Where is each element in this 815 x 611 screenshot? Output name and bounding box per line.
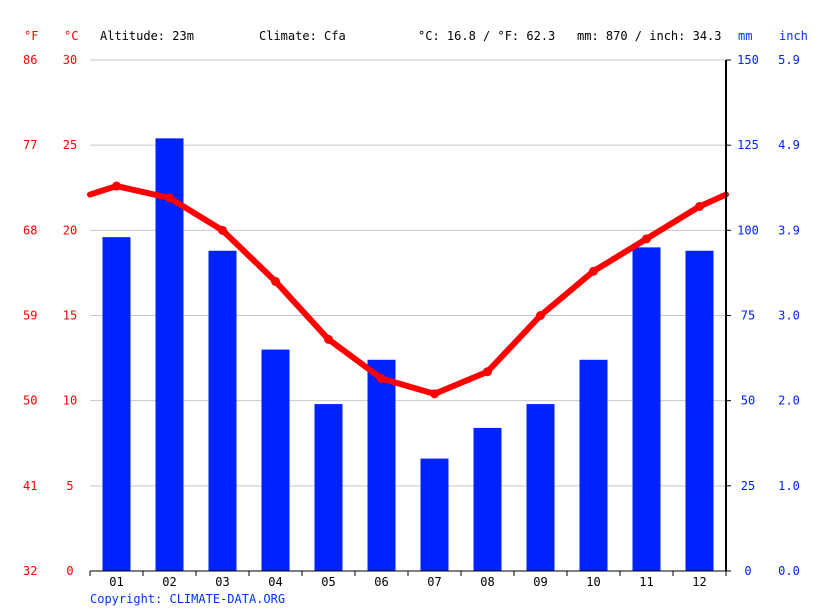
month-tick-label: 05 [321, 575, 335, 589]
temperature-point [695, 201, 704, 211]
month-tick-label: 12 [692, 575, 706, 589]
inch-tick-label: 0.0 [778, 564, 800, 578]
mm-tick-label: 50 [741, 394, 755, 408]
mm-tick-label: 75 [741, 309, 755, 323]
temperature-line [87, 181, 729, 399]
precipitation-bar [579, 359, 608, 571]
temperature-point [483, 367, 492, 377]
precipitation-bar [314, 404, 343, 571]
temperature-point [377, 374, 386, 384]
celsius-unit-label: °C [64, 29, 78, 43]
temperature-point [642, 234, 651, 244]
precipitation-bar [473, 427, 502, 571]
inch-unit-label: inch [779, 29, 808, 43]
fahrenheit-tick-label: 86 [23, 53, 37, 67]
inch-tick-label: 3.9 [778, 223, 800, 237]
temperature-point [430, 389, 439, 399]
month-tick-label: 06 [374, 575, 388, 589]
mm-tick-label: 150 [737, 53, 759, 67]
temperature-point [324, 334, 333, 344]
precipitation-bar [526, 404, 555, 571]
temperature-polyline [87, 183, 729, 397]
month-tick-label: 07 [427, 575, 441, 589]
month-tick-label: 10 [586, 575, 600, 589]
axes [89, 59, 731, 576]
precipitation-bars [102, 138, 714, 572]
inch-tick-label: 2.0 [778, 394, 800, 408]
temperature-point [112, 181, 121, 191]
celsius-tick-label: 5 [66, 479, 73, 493]
temperature-summary: °C: 16.8 / °F: 62.3 [418, 29, 555, 43]
mm-tick-label: 125 [737, 138, 759, 152]
precipitation-bar [155, 138, 184, 571]
altitude-text: Altitude: 23m [100, 29, 194, 43]
precipitation-bar [367, 359, 396, 571]
fahrenheit-tick-label: 32 [23, 564, 37, 578]
mm-tick-label: 100 [737, 223, 759, 237]
inch-tick-label: 3.0 [778, 309, 800, 323]
celsius-tick-label: 15 [63, 309, 77, 323]
month-tick-label: 09 [533, 575, 547, 589]
copyright-text: Copyright: CLIMATE-DATA.ORG [90, 592, 285, 606]
grid-lines [90, 59, 726, 487]
inch-tick-label: 5.9 [778, 53, 800, 67]
month-tick-label: 03 [215, 575, 229, 589]
precipitation-bar [102, 237, 131, 571]
fahrenheit-tick-label: 68 [23, 223, 37, 237]
precipitation-bar [261, 349, 290, 571]
temperature-point [271, 276, 280, 286]
celsius-tick-label: 30 [63, 53, 77, 67]
precipitation-bar [685, 250, 714, 572]
month-tick-label: 02 [162, 575, 176, 589]
fahrenheit-tick-label: 41 [23, 479, 37, 493]
month-tick-label: 08 [480, 575, 494, 589]
fahrenheit-tick-label: 50 [23, 394, 37, 408]
celsius-tick-label: 20 [63, 223, 77, 237]
month-tick-label: 04 [268, 575, 282, 589]
fahrenheit-unit-label: °F [24, 29, 38, 43]
fahrenheit-tick-label: 59 [23, 309, 37, 323]
precipitation-bar [632, 247, 661, 571]
celsius-tick-label: 0 [66, 564, 73, 578]
temperature-point [589, 266, 598, 276]
precipitation-bar [208, 250, 237, 572]
mm-unit-label: mm [738, 29, 752, 43]
inch-tick-label: 1.0 [778, 479, 800, 493]
precipitation-bar [420, 458, 449, 571]
celsius-tick-label: 25 [63, 138, 77, 152]
climate-text: Climate: Cfa [259, 29, 346, 43]
mm-tick-label: 25 [741, 479, 755, 493]
celsius-tick-label: 10 [63, 394, 77, 408]
precipitation-summary: mm: 870 / inch: 34.3 [577, 29, 722, 43]
month-tick-label: 11 [639, 575, 653, 589]
temperature-point [218, 225, 227, 235]
month-tick-label: 01 [109, 575, 123, 589]
tick-labels: 3241505968778605101520253002550751001251… [23, 53, 800, 589]
temperature-point [165, 193, 174, 203]
fahrenheit-tick-label: 77 [23, 138, 37, 152]
temperature-point [536, 311, 545, 320]
mm-tick-label: 0 [744, 564, 751, 578]
inch-tick-label: 4.9 [778, 138, 800, 152]
